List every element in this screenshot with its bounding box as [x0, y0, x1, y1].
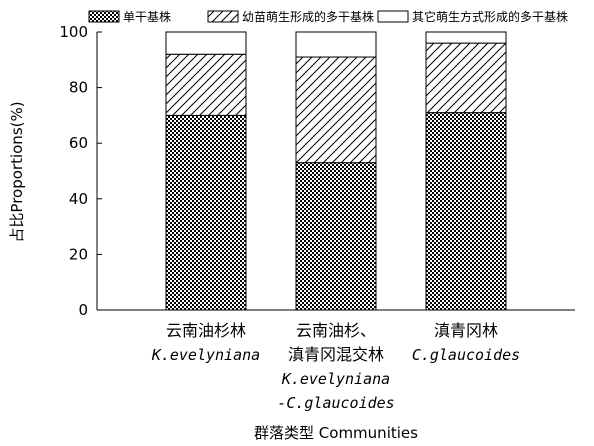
y-tick-label: 20 — [69, 245, 88, 263]
category-label: 云南油杉林 — [166, 321, 246, 340]
x-axis-label: 群落类型 Communities — [254, 424, 418, 442]
bar-segment-3 — [165, 31, 247, 55]
category-label: 云南油杉、 — [296, 321, 376, 340]
bar-segment-2 — [165, 53, 247, 116]
category-latin-label: -C.glaucoides — [277, 394, 394, 412]
y-tick-label: 100 — [59, 23, 88, 41]
y-axis-ticks: 0 20 40 60 80 100 — [59, 23, 102, 319]
legend-label-3: 其它萌生方式形成的多干基株 — [412, 9, 568, 24]
legend: 单干基株 幼苗萌生形成的多干基株 其它萌生方式形成的多干基株 — [88, 9, 568, 24]
bar-segment-1 — [295, 162, 377, 311]
bar-segment-2 — [425, 42, 507, 114]
legend-swatch-1 — [88, 10, 120, 23]
bar-segment-1 — [165, 114, 247, 311]
bar-segment-2 — [295, 56, 377, 164]
y-tick-label: 60 — [69, 134, 88, 152]
y-tick-label: 80 — [69, 79, 88, 97]
bar-segment-3 — [425, 31, 507, 44]
category-latin-label: K.evelyniana — [151, 346, 260, 364]
x-axis-categories: 云南油杉林 K.evelyniana 云南油杉、滇青冈混交林 K.evelyniana… — [151, 321, 520, 412]
bars — [165, 31, 507, 311]
category-latin-label: C.glaucoides — [412, 346, 520, 364]
legend-label-1: 单干基株 — [123, 9, 171, 24]
legend-label-2: 幼苗萌生形成的多干基株 — [242, 9, 374, 24]
category-label: 滇青冈林 — [434, 321, 498, 340]
category-label: 滇青冈混交林 — [288, 345, 384, 364]
bar-segment-3 — [295, 31, 377, 58]
y-tick-label: 40 — [69, 190, 88, 208]
category-latin-label: K.evelyniana — [281, 370, 390, 388]
y-axis-label: 占比Proportions(%) — [8, 101, 26, 242]
legend-swatch-2 — [207, 10, 239, 23]
bar-segment-1 — [425, 112, 507, 311]
legend-swatch-3 — [377, 10, 409, 23]
y-tick-label: 0 — [78, 301, 88, 319]
